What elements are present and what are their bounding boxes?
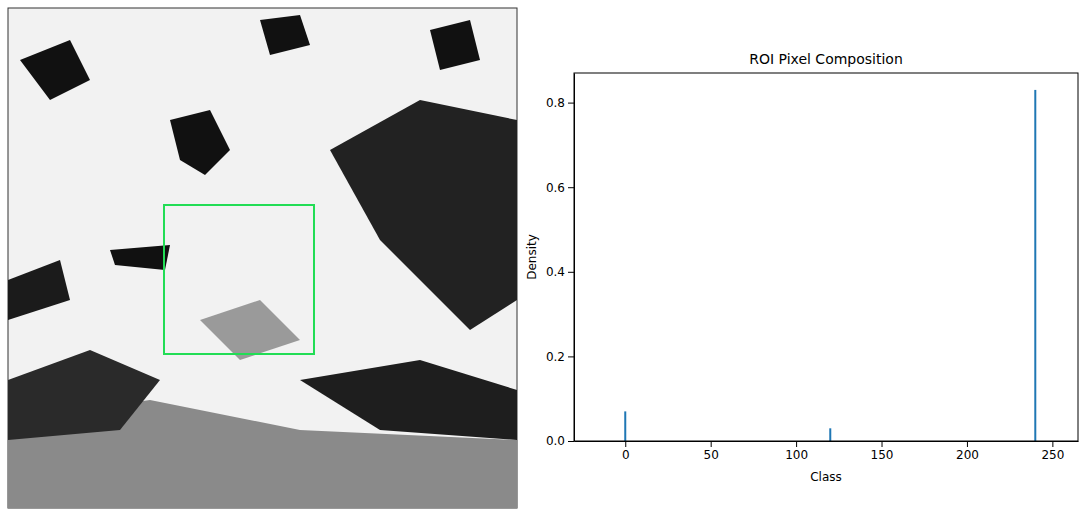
x-tick-mark: [711, 441, 712, 447]
x-tick-label: 200: [956, 448, 979, 462]
image-region: [20, 40, 90, 100]
x-tick-label: 100: [785, 448, 808, 462]
y-tick: 0.6: [546, 181, 574, 195]
x-tick: 200: [956, 441, 979, 462]
x-tick-label: 0: [622, 448, 630, 462]
y-tick-label: 0.4: [546, 265, 565, 279]
y-tick-mark: [568, 441, 574, 442]
x-tick-mark: [625, 441, 626, 447]
x-axis-title: Class: [810, 470, 842, 484]
bar: [624, 411, 626, 441]
y-tick-mark: [568, 356, 574, 357]
image-region: [110, 245, 170, 270]
y-tick-mark: [568, 103, 574, 104]
y-tick-label: 0.2: [546, 350, 565, 364]
y-tick: 0.0: [546, 434, 574, 448]
y-axis-title: Density: [525, 234, 539, 280]
y-tick-label: 0.8: [546, 96, 565, 110]
y-tick: 0.2: [546, 350, 574, 364]
x-tick: 250: [1041, 441, 1064, 462]
x-axis: 0 50 100 150 200 250: [575, 441, 1079, 462]
image-region: [8, 260, 70, 320]
x-tick-mark: [882, 441, 883, 447]
y-axis: 0.0 0.2 0.4 0.6 0.8: [546, 74, 575, 449]
image-background: [8, 8, 517, 508]
plot-frame: [574, 73, 1078, 441]
image-region: [330, 100, 517, 330]
image-region: [170, 110, 230, 175]
y-tick: 0.4: [546, 265, 574, 279]
image-region: [8, 350, 160, 440]
y-tick-label: 0.6: [546, 181, 565, 195]
x-tick: 100: [785, 441, 808, 462]
y-tick-mark: [568, 187, 574, 188]
bar: [1034, 90, 1036, 441]
bar: [829, 428, 831, 441]
x-tick: 150: [871, 441, 894, 462]
x-tick-mark: [1052, 441, 1053, 447]
x-tick-label: 50: [704, 448, 719, 462]
image-region: [430, 20, 480, 70]
x-tick-label: 150: [871, 448, 894, 462]
x-tick: 0: [622, 441, 630, 462]
chart-title: ROI Pixel Composition: [749, 51, 903, 67]
y-axis-line: [574, 74, 575, 442]
x-tick: 50: [704, 441, 719, 462]
image-region: [200, 300, 300, 360]
roi-box: [164, 205, 314, 354]
y-tick: 0.8: [546, 96, 574, 110]
y-tick-mark: [568, 272, 574, 273]
x-tick-mark: [796, 441, 797, 447]
x-tick-label: 250: [1041, 448, 1064, 462]
segmented-image: [8, 8, 517, 508]
x-axis-line: [575, 441, 1079, 442]
image-region: [300, 360, 517, 440]
x-tick-mark: [967, 441, 968, 447]
y-tick-label: 0.0: [546, 434, 565, 448]
bars: [624, 90, 1036, 441]
image-region: [260, 15, 310, 55]
